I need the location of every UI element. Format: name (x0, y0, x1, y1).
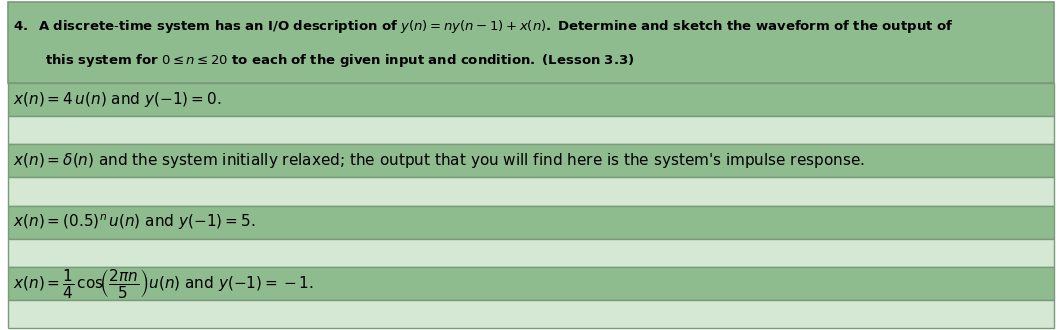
Bar (8, 83, 1054, 116)
Text: $x(n) = (0.5)^{n}\,u(n)$ and $y(-1) = 5.$: $x(n) = (0.5)^{n}\,u(n)$ and $y(-1) = 5.… (13, 213, 255, 232)
Bar (8, 2, 1054, 83)
Text: $\mathbf{4.}$  $\mathbf{A\ discrete\text{-}time\ system\ has\ an\ I/O\ descripti: $\mathbf{4.}$ $\mathbf{A\ discrete\text{… (13, 17, 953, 35)
Text: $\mathbf{this\ system\ for\ }$$0 \leq n \leq 20$$\mathbf{\ to\ each\ of\ the\ gi: $\mathbf{this\ system\ for\ }$$0 \leq n … (45, 52, 634, 69)
Text: $x(n) = \dfrac{1}{4}\,\mathrm{cos}\!\left(\dfrac{2\pi n}{5}\right) u(n)$ and $y(: $x(n) = \dfrac{1}{4}\,\mathrm{cos}\!\lef… (13, 267, 313, 300)
Bar (8, 177, 1054, 206)
Bar (8, 145, 1054, 177)
Bar (8, 116, 1054, 145)
Bar (8, 300, 1054, 328)
Bar (8, 267, 1054, 300)
Text: $x(n) = \delta(n)$ and the system initially relaxed; the output that you will fi: $x(n) = \delta(n)$ and the system initia… (13, 151, 864, 170)
Bar (8, 206, 1054, 239)
Bar (8, 239, 1054, 267)
Text: $x(n) = 4\,u(n)$ and $y(-1) = 0.$: $x(n) = 4\,u(n)$ and $y(-1) = 0.$ (13, 90, 221, 109)
